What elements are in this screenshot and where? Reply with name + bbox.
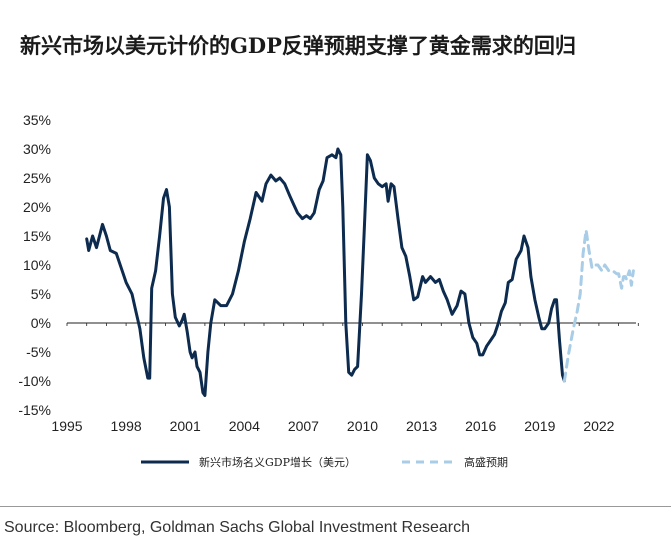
legend-label-gs-forecast: 高盛预期 (464, 455, 508, 469)
y-tick-label: 5% (31, 286, 51, 302)
y-tick-label: 25% (23, 170, 51, 186)
y-tick-label: -10% (18, 373, 51, 389)
series-line-gs-forecast (562, 228, 635, 383)
x-tick-label: 2022 (583, 418, 614, 434)
y-tick-label: 20% (23, 199, 51, 215)
series-line-em-gdp-growth (85, 147, 566, 397)
line-chart: -15%-10%-5%0%5%10%15%20%25%30%35% 1995 19… (18, 112, 639, 469)
x-tick-label: 2004 (229, 418, 260, 434)
y-tick-label: 15% (23, 228, 51, 244)
x-tick-label: 2007 (288, 418, 319, 434)
x-axis-labels: 1995 1998 2001 2004 2007 2010 2013 2016 2019 2022 (51, 418, 614, 434)
legend: 新兴市场名义GDP增长（美元） 高盛预期 (141, 455, 508, 469)
x-tick-label: 1995 (51, 418, 82, 434)
x-tick-label: 2019 (524, 418, 555, 434)
source-note: Source: Bloomberg, Goldman Sachs Global … (4, 519, 471, 536)
y-axis-labels: -15% -10% -5% 0% 5% 10% 15% 20% 25% 30% 35% (18, 112, 51, 418)
y-tick-label: -15% (18, 402, 51, 418)
y-tick-label: 35% (23, 112, 51, 128)
legend-label-em-gdp-growth: 新兴市场名义GDP增长（美元） (199, 455, 356, 469)
x-tick-label: 2013 (406, 418, 437, 434)
chart-title: 新兴市场以美元计价的GDP反弹预期支撑了黄金需求的回归 (20, 33, 576, 58)
y-tick-label: 30% (23, 141, 51, 157)
y-tick-label: -5% (26, 344, 51, 360)
x-tick-label: 2016 (465, 418, 496, 434)
x-tick-label: 2010 (347, 418, 378, 434)
y-tick-label: 0% (31, 315, 51, 331)
x-tick-label: 1998 (111, 418, 142, 434)
footer-divider (0, 506, 671, 507)
y-tick-label: 10% (23, 257, 51, 273)
x-tick-label: 2001 (170, 418, 201, 434)
